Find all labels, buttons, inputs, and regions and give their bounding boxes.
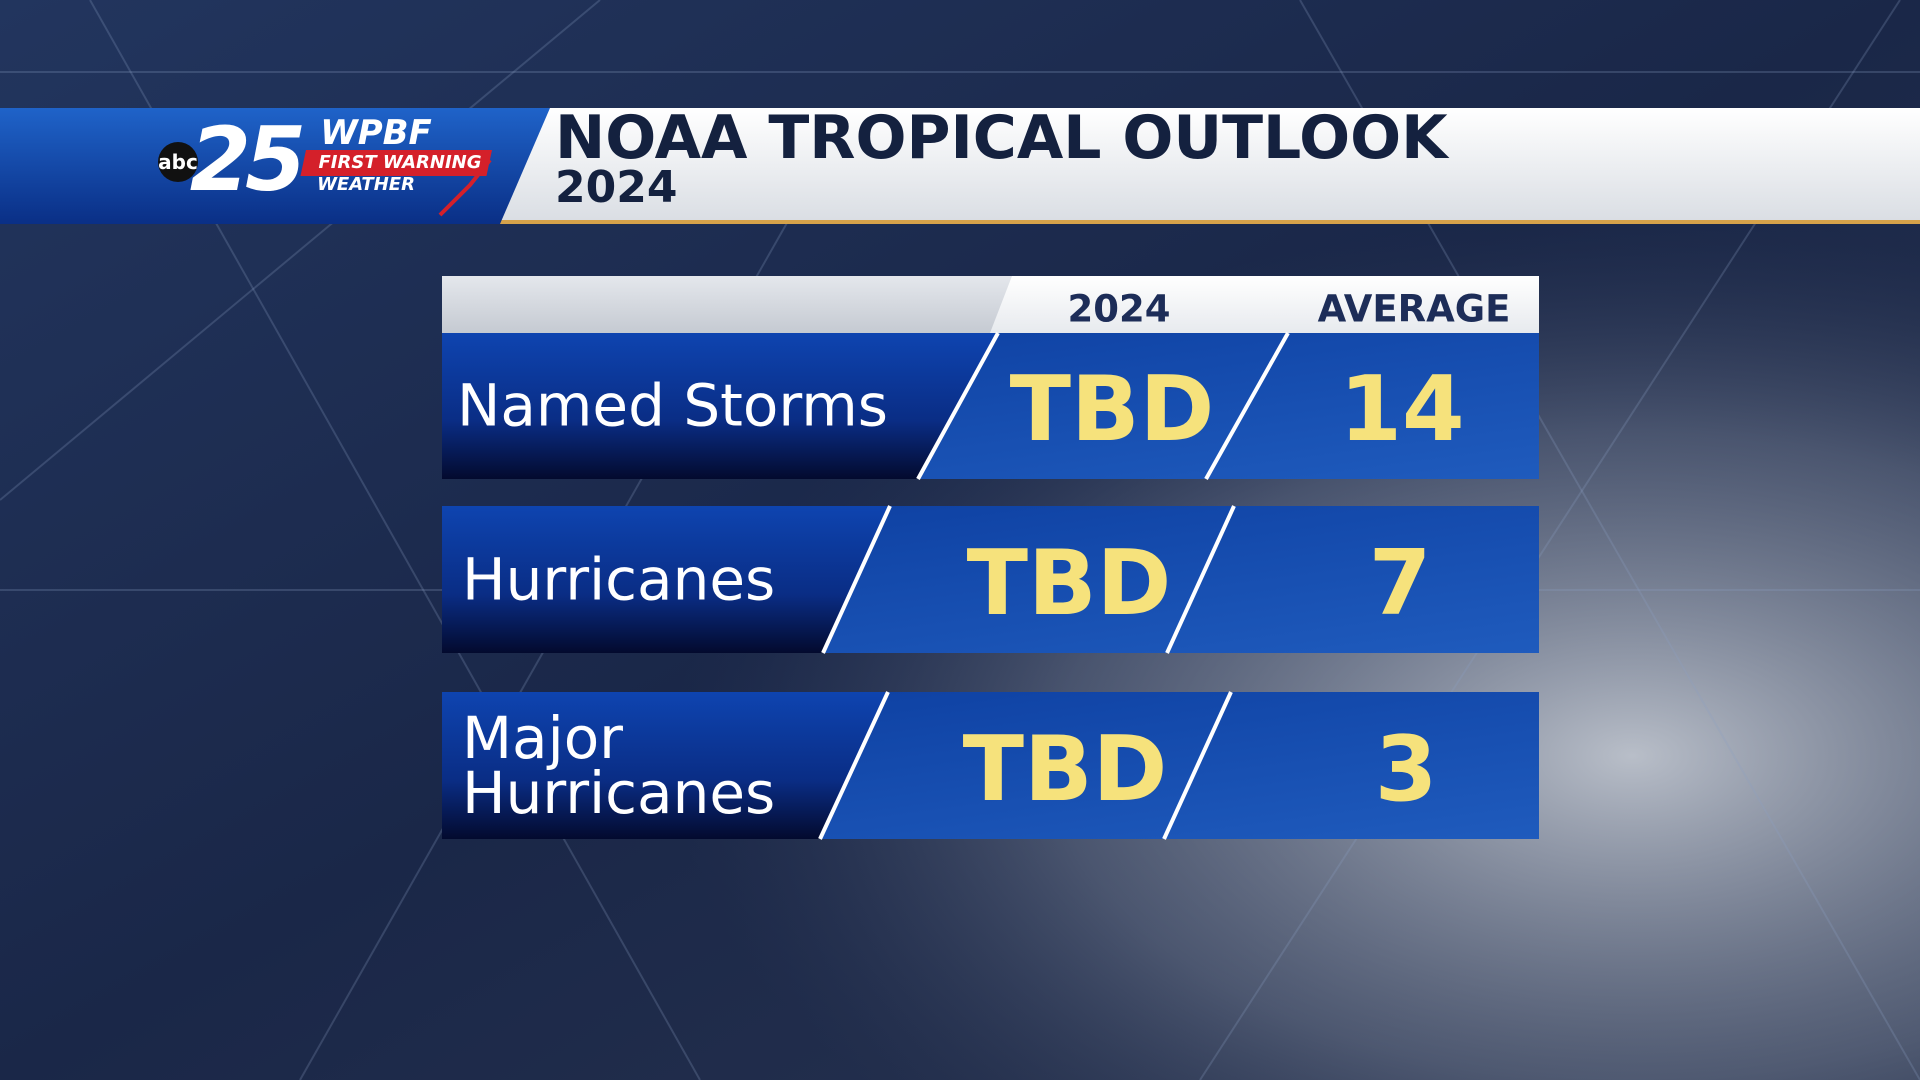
column-header: AVERAGE xyxy=(1317,287,1511,331)
row-label-background xyxy=(442,333,998,479)
row-label: Hurricanes xyxy=(462,544,776,613)
logo-tagline: WEATHER xyxy=(317,174,415,195)
title: NOAA TROPICAL OUTLOOK xyxy=(555,103,1448,173)
subtitle: 2024 xyxy=(555,162,678,213)
cell-value: 14 xyxy=(1339,357,1465,462)
cell-value: TBD xyxy=(966,530,1172,636)
logo-network: abc xyxy=(158,150,198,174)
logo-station: WPBF xyxy=(320,113,432,153)
cell-value: 7 xyxy=(1368,530,1432,636)
row-label: Named Storms xyxy=(457,371,888,440)
row-label: Major Hurricanes xyxy=(462,703,776,827)
divider xyxy=(821,505,892,654)
divider xyxy=(1165,505,1236,654)
divider xyxy=(916,332,1000,480)
logo-tagline: FIRST WARNING xyxy=(318,152,482,173)
cell-value: TBD xyxy=(1009,357,1215,462)
cell-value: TBD xyxy=(962,716,1168,822)
column-header: 2024 xyxy=(1067,287,1171,331)
row-label-background xyxy=(442,506,890,653)
divider xyxy=(1204,332,1290,480)
logo-channel: 25 xyxy=(189,108,306,211)
divider xyxy=(1162,691,1233,840)
cell-value: 3 xyxy=(1374,716,1438,822)
divider xyxy=(818,691,890,840)
row-label-background xyxy=(442,692,888,839)
